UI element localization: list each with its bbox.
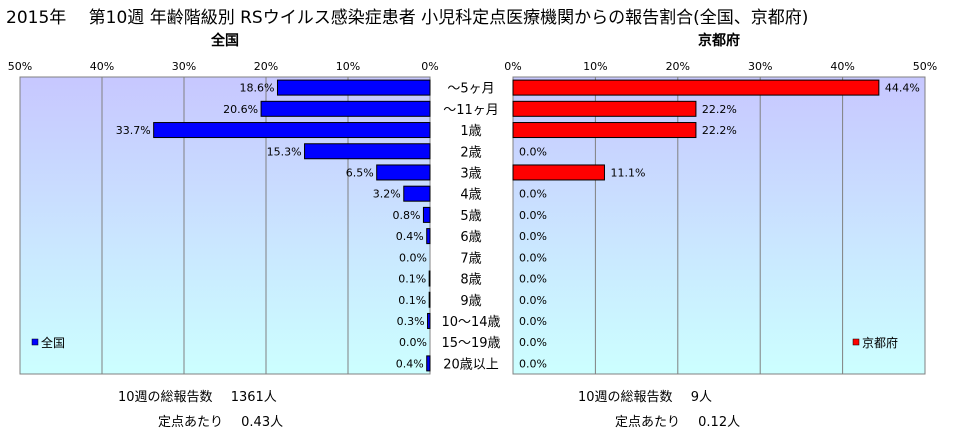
kyoto-xtick-label: 40% bbox=[830, 60, 854, 73]
kyoto-xtick-label: 50% bbox=[913, 60, 937, 73]
national-xtick-label: 40% bbox=[90, 60, 114, 73]
kyoto-total-row: 10週の総報告数 9人 bbox=[578, 386, 712, 405]
national-total-row: 10週の総報告数 1361人 bbox=[118, 386, 277, 405]
kyoto-data-label: 22.2% bbox=[702, 103, 737, 116]
national-data-label: 0.0% bbox=[399, 336, 427, 349]
kyoto-data-label: 0.0% bbox=[519, 251, 547, 264]
kyoto-per-label: 定点あたり bbox=[615, 415, 681, 430]
national-data-label: 0.3% bbox=[397, 315, 425, 328]
category-label: ～11ヶ月 bbox=[443, 103, 499, 118]
kyoto-data-label: 11.1% bbox=[610, 166, 645, 179]
age-category-labels: ～5ヶ月 ～11ヶ月 1歳 2歳 3歳 4歳 5歳 6歳 7歳 8歳 9歳 10～14歳 15～19歳 2… bbox=[441, 82, 500, 373]
kyoto-total-value: 9人 bbox=[690, 390, 712, 405]
national-data-label: 6.5% bbox=[346, 166, 374, 179]
kyoto-data-label: 0.0% bbox=[519, 145, 547, 158]
national-bar bbox=[428, 291, 431, 308]
national-chart: 50% 40% 30% 20% 10% 0% 全国 18.6% 20.6% 33.7% 15.3% 6… bbox=[8, 32, 439, 375]
kyoto-xtick-label: 10% bbox=[583, 60, 607, 73]
national-xtick-label: 50% bbox=[8, 60, 32, 73]
category-label: 2歳 bbox=[460, 145, 481, 160]
national-bar bbox=[428, 270, 431, 287]
kyoto-chart: 0% 10% 20% 30% 40% 50% 京都府 44.4% 22.2% 22.2% 0.0% 1… bbox=[504, 32, 937, 375]
national-bar bbox=[276, 79, 431, 96]
national-data-label: 0.1% bbox=[398, 273, 426, 286]
kyoto-data-label: 0.0% bbox=[519, 230, 547, 243]
national-per-row: 定点あたり 0.43人 bbox=[158, 411, 283, 430]
national-bar bbox=[304, 143, 431, 160]
kyoto-data-label: 0.0% bbox=[519, 357, 547, 370]
category-label: 10～14歳 bbox=[441, 315, 500, 330]
kyoto-plot-bg bbox=[512, 76, 926, 375]
kyoto-data-label: 0.0% bbox=[519, 315, 547, 328]
kyoto-data-label: 0.0% bbox=[519, 336, 547, 349]
national-legend-swatch bbox=[31, 338, 39, 346]
national-legend-label: 全国 bbox=[41, 335, 65, 350]
kyoto-legend-swatch bbox=[852, 338, 860, 346]
national-total-value: 1361人 bbox=[230, 390, 277, 405]
kyoto-data-label: 22.2% bbox=[702, 124, 737, 137]
national-data-label: 0.4% bbox=[396, 230, 424, 243]
page-title: 2015年 第10週 年齢階級別 RSウイルス感染症患者 小児科定点医療機関から… bbox=[6, 8, 809, 28]
national-data-label: 15.3% bbox=[267, 145, 302, 158]
kyoto-xtick-label: 20% bbox=[666, 60, 690, 73]
kyoto-data-label: 0.0% bbox=[519, 188, 547, 201]
category-label: 20歳以上 bbox=[443, 357, 499, 372]
category-label: 4歳 bbox=[460, 188, 481, 203]
kyoto-bar bbox=[512, 79, 880, 96]
kyoto-data-label: 44.4% bbox=[885, 82, 920, 95]
kyoto-per-value: 0.12人 bbox=[698, 415, 741, 430]
category-label: 6歳 bbox=[460, 230, 481, 245]
national-bar bbox=[426, 355, 431, 372]
national-per-value: 0.43人 bbox=[241, 415, 284, 430]
category-label: 8歳 bbox=[460, 273, 481, 288]
national-data-label: 0.1% bbox=[398, 294, 426, 307]
national-bar bbox=[403, 185, 431, 202]
national-bar bbox=[427, 312, 431, 329]
category-label: 5歳 bbox=[460, 209, 481, 224]
national-bar bbox=[422, 206, 431, 223]
national-total-label: 10週の総報告数 bbox=[118, 390, 213, 405]
category-label: 1歳 bbox=[460, 124, 481, 139]
national-chart-title: 全国 bbox=[210, 32, 239, 49]
kyoto-data-label: 0.0% bbox=[519, 273, 547, 286]
kyoto-legend-label: 京都府 bbox=[862, 335, 898, 350]
category-label: 7歳 bbox=[460, 251, 481, 266]
national-data-label: 0.0% bbox=[399, 251, 427, 264]
national-data-label: 33.7% bbox=[116, 124, 151, 137]
kyoto-bar bbox=[512, 164, 605, 181]
kyoto-bar bbox=[512, 100, 697, 117]
kyoto-data-label: 0.0% bbox=[519, 209, 547, 222]
national-xtick-label: 0% bbox=[421, 60, 438, 73]
national-xtick-label: 30% bbox=[172, 60, 196, 73]
kyoto-total-label: 10週の総報告数 bbox=[578, 390, 673, 405]
national-data-label: 20.6% bbox=[223, 103, 258, 116]
national-per-label: 定点あたり bbox=[158, 415, 224, 430]
national-plot-bg bbox=[19, 76, 431, 375]
category-label: 3歳 bbox=[460, 166, 481, 181]
national-data-label: 0.4% bbox=[396, 357, 424, 370]
category-label: ～5ヶ月 bbox=[447, 82, 494, 97]
category-label: 9歳 bbox=[460, 294, 481, 309]
kyoto-per-row: 定点あたり 0.12人 bbox=[615, 411, 740, 430]
national-xtick-label: 10% bbox=[336, 60, 360, 73]
national-bar bbox=[376, 164, 431, 181]
kyoto-chart-title: 京都府 bbox=[698, 32, 740, 49]
kyoto-xtick-label: 0% bbox=[504, 60, 521, 73]
national-bar bbox=[426, 228, 431, 245]
national-data-label: 18.6% bbox=[240, 82, 275, 95]
kyoto-data-label: 0.0% bbox=[519, 294, 547, 307]
category-label: 15～19歳 bbox=[441, 336, 500, 351]
national-data-label: 3.2% bbox=[373, 188, 401, 201]
national-data-label: 0.8% bbox=[392, 209, 420, 222]
national-bar bbox=[260, 100, 431, 117]
kyoto-bar bbox=[512, 122, 697, 139]
national-bar bbox=[153, 122, 431, 139]
national-xtick-label: 20% bbox=[254, 60, 278, 73]
kyoto-xtick-label: 30% bbox=[748, 60, 772, 73]
